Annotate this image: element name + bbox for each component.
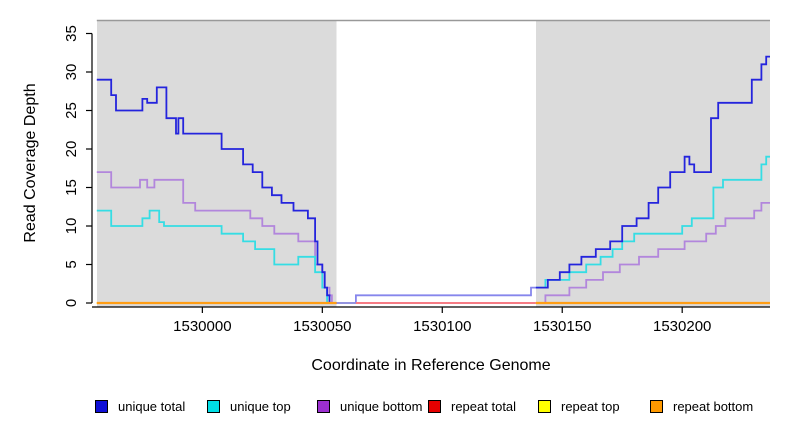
x-tick-label: 1530100 bbox=[413, 318, 471, 335]
masked-region-background bbox=[535, 20, 770, 307]
y-tick-label: 25 bbox=[63, 102, 80, 119]
unmasked-region-overlay bbox=[336, 21, 536, 306]
series-line-unique-top bbox=[535, 155, 770, 289]
x-tick-label: 1530200 bbox=[653, 318, 711, 335]
x-tick-label: 1530050 bbox=[293, 318, 351, 335]
x-tick-label: 1530000 bbox=[173, 318, 231, 335]
y-tick-label: 10 bbox=[63, 218, 80, 235]
y-tick-label: 30 bbox=[63, 64, 80, 81]
x-tick-label: 1530150 bbox=[533, 318, 591, 335]
y-tick-label: 35 bbox=[63, 25, 80, 42]
series-line-unique-bottom bbox=[535, 202, 770, 304]
y-axis-title: Read Coverage Depth bbox=[22, 83, 39, 243]
y-tick-label: 15 bbox=[63, 179, 80, 196]
y-tick-label: 5 bbox=[63, 260, 80, 268]
masked-region-background bbox=[96, 20, 337, 307]
y-tick-label: 20 bbox=[63, 141, 80, 158]
x-axis-title: Coordinate in Reference Genome bbox=[311, 357, 551, 374]
y-tick-label: 0 bbox=[63, 299, 80, 307]
series-line-unique-top bbox=[96, 209, 337, 304]
series-line-unique-total bbox=[96, 55, 770, 304]
